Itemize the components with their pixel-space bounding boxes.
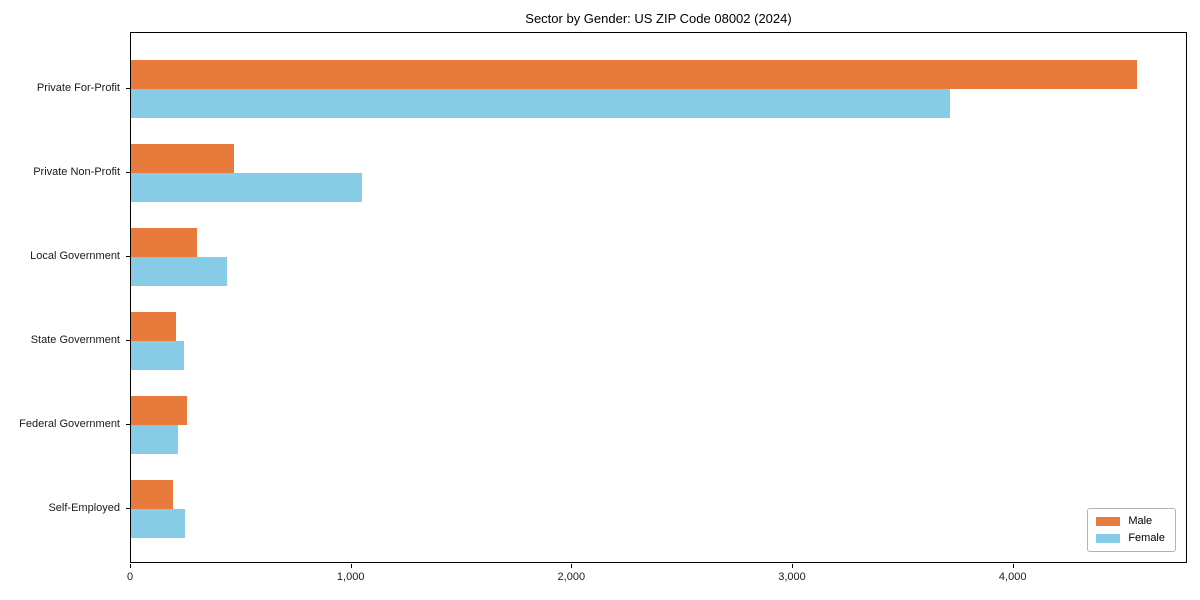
bars-layer — [131, 33, 1186, 562]
legend-label-female: Female — [1128, 532, 1165, 544]
plot-area: Male Female — [130, 32, 1187, 563]
bar-male-state-government — [131, 312, 177, 341]
bar-male-self-employed — [131, 480, 173, 509]
x-tick-label-4000: 4,000 — [998, 571, 1027, 583]
y-tick-label-state-government: State Government — [30, 334, 120, 346]
legend-swatch-male — [1096, 517, 1121, 526]
x-tick-mark — [130, 564, 131, 568]
bar-male-private-for-profit — [131, 60, 1138, 89]
x-axis-labels: 0 1,000 2,000 3,000 4,000 — [126, 564, 1187, 592]
bar-female-state-government — [131, 341, 184, 370]
y-axis-labels: Private For-Profit Private Non-Profit Loca… — [0, 32, 130, 563]
legend: Male Female — [1087, 508, 1176, 552]
y-tick-mark — [126, 88, 130, 89]
x-tick-label-3000: 3,000 — [778, 571, 806, 583]
bar-male-federal-government — [131, 396, 188, 425]
y-tick-label-local-government: Local Government — [30, 250, 120, 262]
legend-item-female: Female — [1096, 532, 1165, 545]
y-tick-mark — [126, 424, 130, 425]
x-tick-label-1000: 1,000 — [336, 571, 365, 583]
y-tick-label-private-non-profit: Private Non-Profit — [33, 166, 120, 178]
bar-female-private-non-profit — [131, 173, 362, 202]
bar-male-local-government — [131, 228, 198, 257]
y-tick-mark — [126, 508, 130, 509]
x-tick-mark — [1012, 564, 1014, 568]
y-tick-mark — [126, 172, 130, 173]
x-tick-mark — [571, 564, 573, 568]
legend-label-male: Male — [1128, 515, 1153, 527]
chart-title: Sector by Gender: US ZIP Code 08002 (202… — [525, 11, 792, 26]
x-tick-mark — [350, 564, 352, 568]
y-tick-label-federal-government: Federal Government — [19, 418, 120, 430]
x-tick-label-0: 0 — [126, 571, 134, 583]
bar-female-local-government — [131, 257, 227, 286]
x-tick-mark — [792, 564, 793, 568]
y-tick-mark — [126, 256, 130, 257]
bar-male-private-non-profit — [131, 144, 234, 173]
legend-item-male: Male — [1096, 515, 1165, 528]
bar-female-private-for-profit — [131, 89, 950, 118]
y-tick-label-private-for-profit: Private For-Profit — [36, 82, 120, 94]
x-tick-label-2000: 2,000 — [557, 571, 586, 583]
y-tick-label-self-employed: Self-Employed — [48, 502, 120, 514]
bar-female-federal-government — [131, 425, 179, 454]
bar-female-self-employed — [131, 509, 186, 538]
legend-swatch-female — [1096, 534, 1121, 543]
y-tick-mark — [126, 340, 130, 341]
